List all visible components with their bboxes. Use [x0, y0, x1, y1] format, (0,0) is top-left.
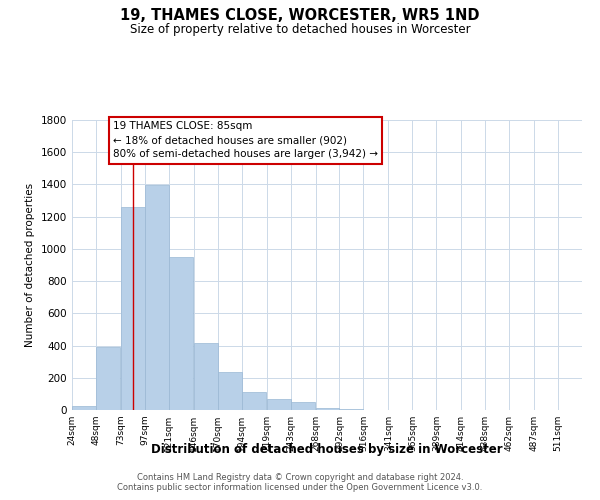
Bar: [290, 402, 314, 410]
Bar: [145, 185, 169, 410]
Bar: [340, 409, 364, 410]
Text: 19, THAMES CLOSE, WORCESTER, WR5 1ND: 19, THAMES CLOSE, WORCESTER, WR5 1ND: [120, 8, 480, 22]
Bar: [96, 347, 120, 410]
Text: Contains HM Land Registry data © Crown copyright and database right 2024.
Contai: Contains HM Land Registry data © Crown c…: [118, 473, 482, 492]
Text: Distribution of detached houses by size in Worcester: Distribution of detached houses by size …: [151, 442, 503, 456]
Bar: [121, 207, 145, 410]
Bar: [72, 406, 96, 410]
Y-axis label: Number of detached properties: Number of detached properties: [25, 183, 35, 347]
Bar: [266, 398, 290, 410]
Bar: [218, 372, 242, 410]
Bar: [242, 392, 266, 410]
Bar: [194, 343, 218, 410]
Text: Size of property relative to detached houses in Worcester: Size of property relative to detached ho…: [130, 22, 470, 36]
Bar: [316, 408, 340, 410]
Bar: [169, 257, 193, 410]
Text: 19 THAMES CLOSE: 85sqm
← 18% of detached houses are smaller (902)
80% of semi-de: 19 THAMES CLOSE: 85sqm ← 18% of detached…: [113, 122, 378, 160]
